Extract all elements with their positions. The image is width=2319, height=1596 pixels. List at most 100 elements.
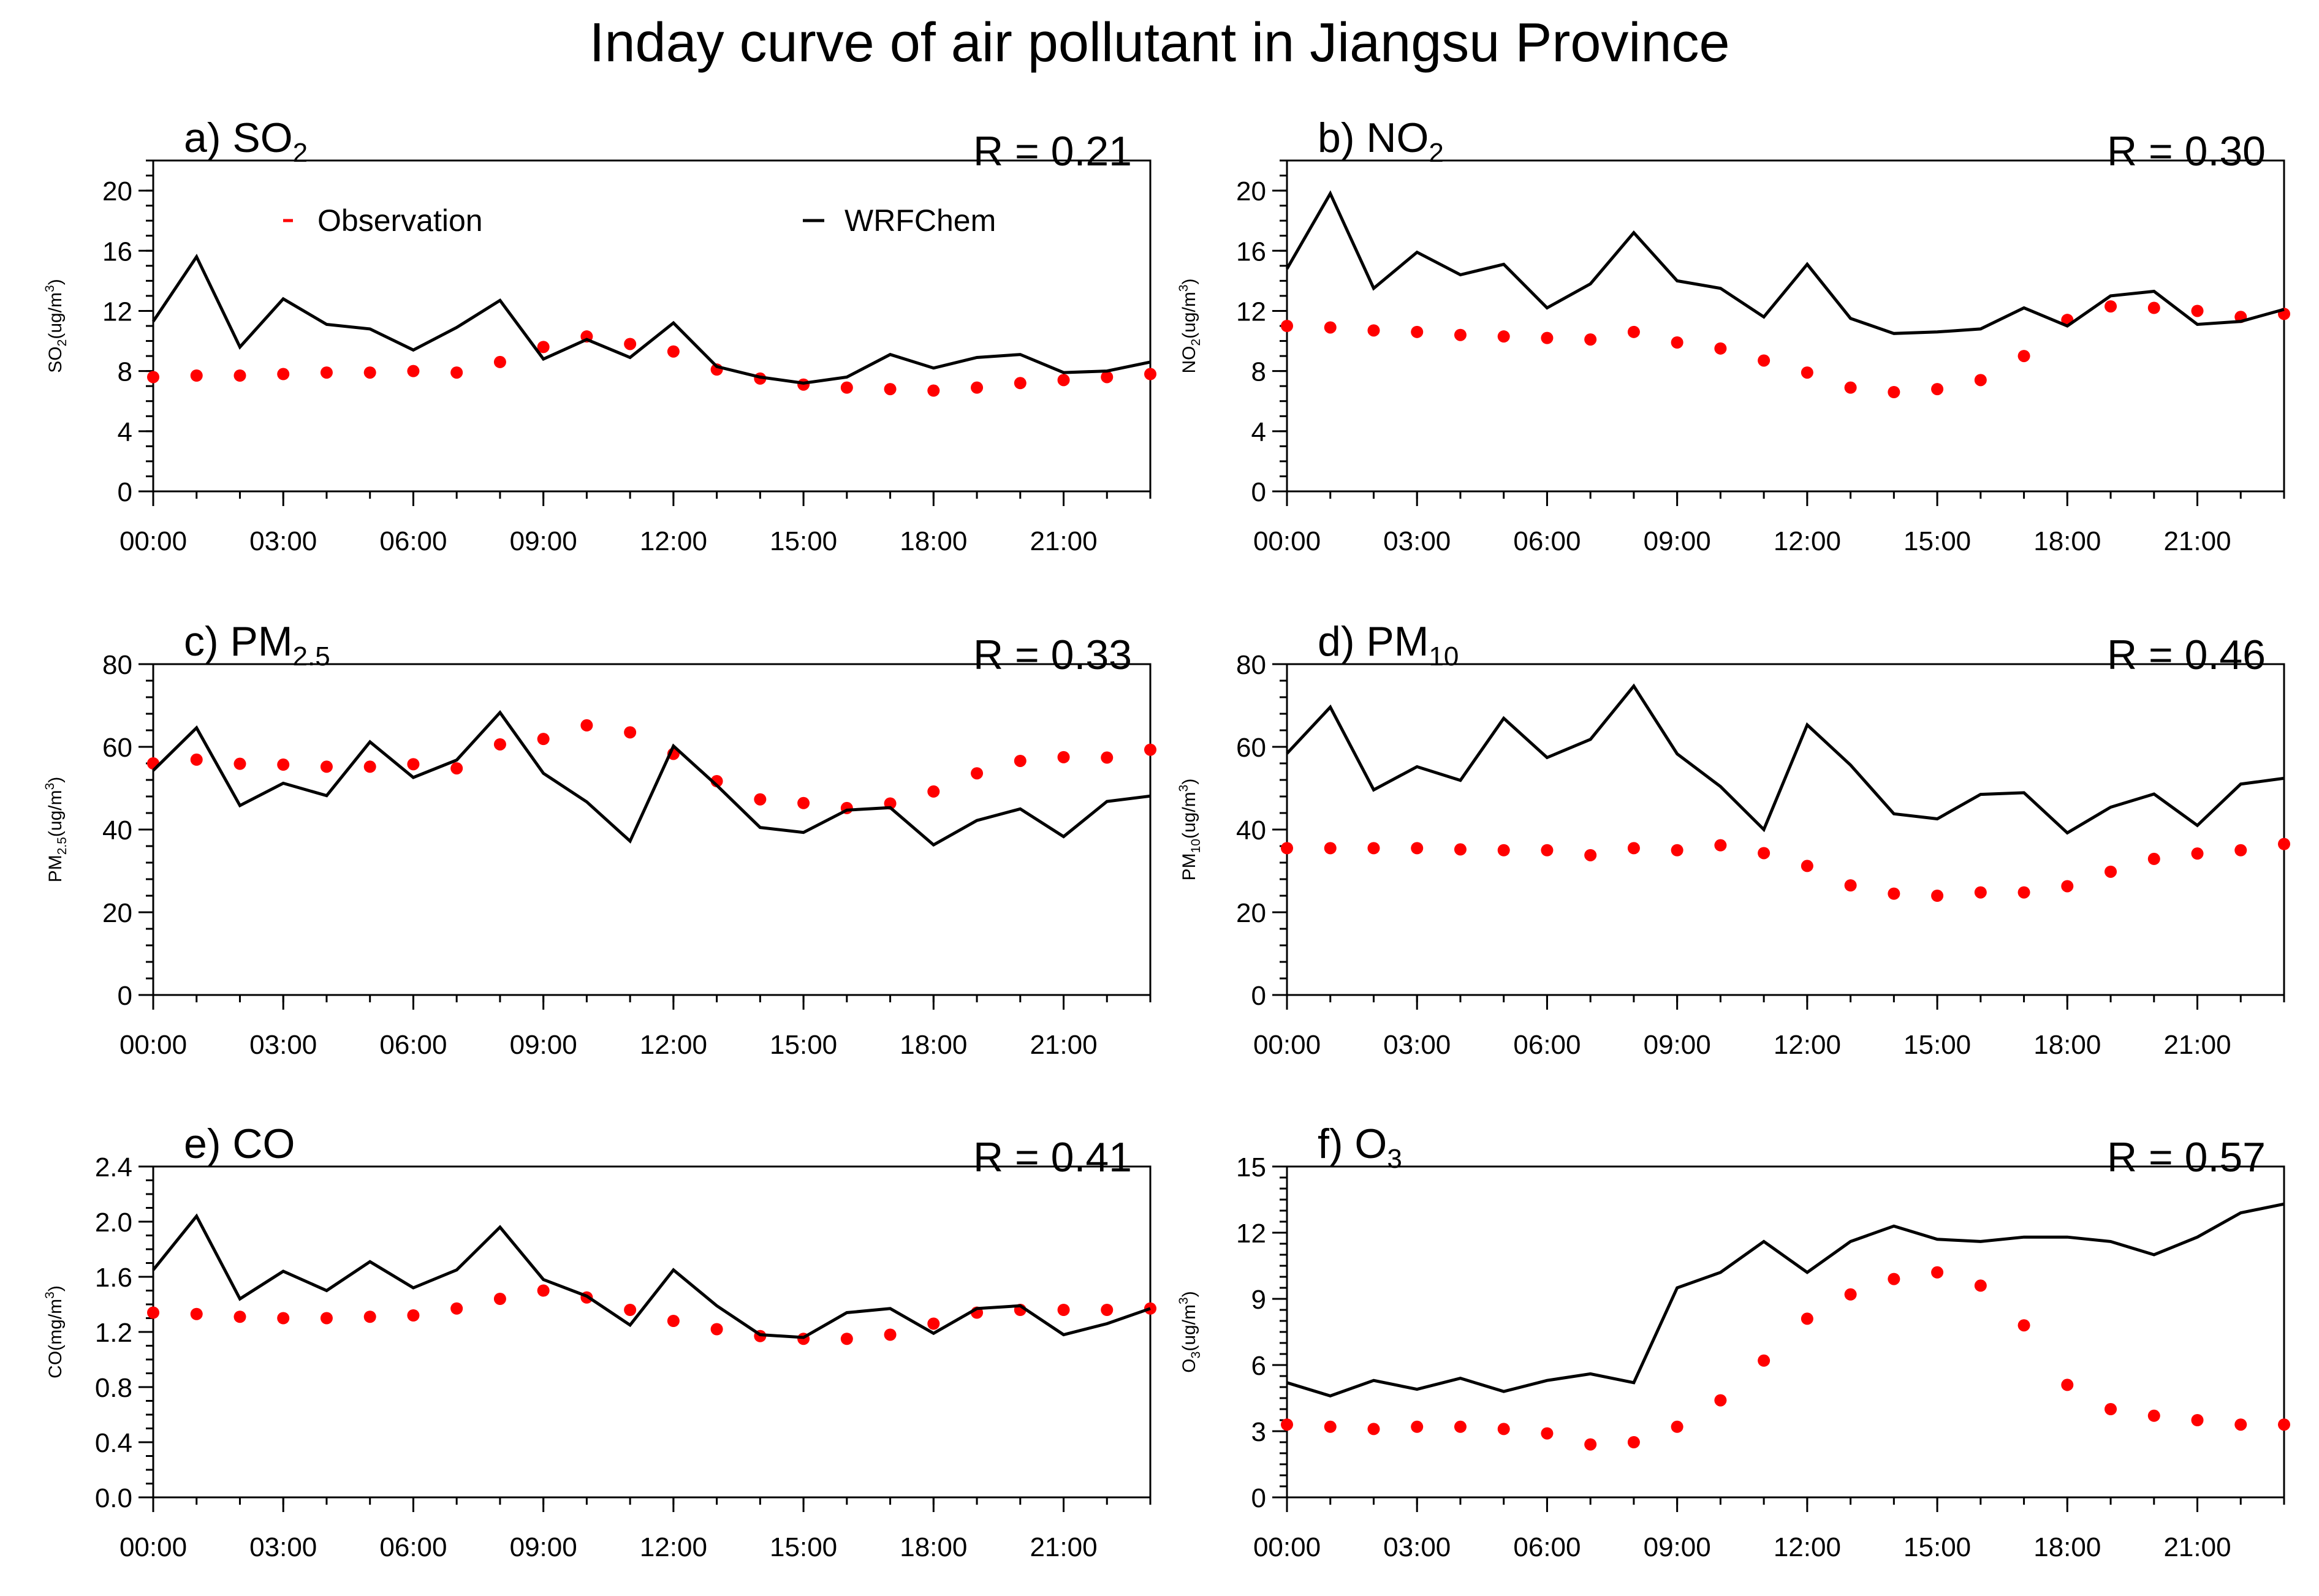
observation-point <box>1411 1420 1424 1433</box>
observation-point <box>840 381 853 394</box>
observation-point <box>233 369 246 382</box>
x-tick-label: 03:00 <box>1383 1030 1451 1060</box>
x-tick-label: 15:00 <box>1903 526 1971 556</box>
y-tick-label: 6 <box>1251 1351 1266 1381</box>
observation-point <box>190 753 203 766</box>
observation-point <box>2234 844 2247 857</box>
y-tick-label: 0 <box>1251 981 1266 1011</box>
x-tick-label: 03:00 <box>249 1532 317 1562</box>
observation-point <box>407 365 420 377</box>
observation-point <box>1324 1420 1337 1433</box>
observation-point <box>277 368 290 380</box>
observation-point <box>450 1302 463 1315</box>
y-tick-label: 60 <box>1236 733 1266 763</box>
observation-point <box>2017 350 2030 363</box>
y-tick-label: 12 <box>102 297 132 327</box>
y-label-superscript: 3 <box>1177 284 1191 292</box>
observation-point <box>1844 1288 1857 1301</box>
panel-title-main: b) NO <box>1318 115 1429 161</box>
y-label-subscript: 10 <box>1189 839 1203 853</box>
x-tick-label: 12:00 <box>1774 526 1841 556</box>
y-label-base: PM <box>1179 853 1199 880</box>
y-tick-label: 0 <box>118 477 132 507</box>
y-label-units: (ug/m <box>45 292 66 339</box>
x-tick-label: 12:00 <box>1774 1532 1841 1562</box>
observation-point <box>1281 320 1293 332</box>
y-label-close: ) <box>1179 278 1199 284</box>
y-tick-label: 80 <box>102 650 132 680</box>
y-tick-label: 0 <box>1251 1483 1266 1513</box>
panel-title-subscript: 3 <box>1387 1144 1402 1174</box>
observation-point <box>754 793 767 806</box>
observation-point <box>1801 366 1813 379</box>
y-tick-label: 1.2 <box>95 1318 132 1348</box>
correlation-label: R = 0.21 <box>973 128 1132 175</box>
y-label-close: ) <box>45 279 66 285</box>
observation-point <box>320 1312 333 1325</box>
y-label-units: (ug/m <box>45 790 66 837</box>
x-tick-label: 06:00 <box>379 1030 447 1060</box>
y-label-base: O <box>1179 1358 1199 1372</box>
y-axis-label: SO2(ug/m3) <box>43 279 69 373</box>
y-tick-label: 2.0 <box>95 1208 132 1238</box>
x-tick-label: 00:00 <box>1253 1030 1321 1060</box>
observation-point <box>1627 1436 1640 1448</box>
observation-point <box>1801 1312 1813 1325</box>
observation-point <box>363 366 376 379</box>
x-tick-label: 18:00 <box>2033 1030 2101 1060</box>
x-tick-label: 15:00 <box>770 526 837 556</box>
y-tick-label: 20 <box>102 176 132 206</box>
observation-point <box>1057 374 1070 387</box>
observation-point <box>884 383 897 396</box>
y-tick-label: 0.8 <box>95 1373 132 1403</box>
observation-point <box>1497 1423 1510 1435</box>
y-tick-label: 0 <box>118 981 132 1011</box>
y-label-superscript: 3 <box>43 285 57 292</box>
observation-point <box>1057 1304 1070 1316</box>
y-label-units: (mg/m <box>45 1299 66 1351</box>
observation-point <box>1101 371 1114 384</box>
observation-point <box>1931 383 1944 396</box>
wrfchem-series-line <box>1286 683 2285 835</box>
plot-frame <box>1286 159 2285 493</box>
y-axis-label: PM10(ug/m3) <box>1177 779 1203 881</box>
observation-point <box>1454 1420 1467 1433</box>
x-tick-label: 00:00 <box>1253 1532 1321 1562</box>
y-axis-label: O3(ug/m3) <box>1177 1291 1203 1372</box>
observation-point <box>1324 321 1337 334</box>
observation-point <box>2147 301 2160 314</box>
y-tick-label: 40 <box>102 815 132 845</box>
y-label-base: SO <box>45 346 66 373</box>
chart-panel-f: 0 3 6 9 12 15 00:00 03:00 06:00 09:00 12:00 15:00 18… <box>1177 1121 2290 1562</box>
observation-point <box>1974 886 1987 899</box>
y-tick-label: 1.6 <box>95 1263 132 1293</box>
observation-point <box>2278 1418 2290 1431</box>
observation-point <box>1974 1279 1987 1292</box>
x-tick-label: 06:00 <box>1513 526 1581 556</box>
x-tick-label: 18:00 <box>900 1030 967 1060</box>
observation-point <box>927 384 940 397</box>
observation-point <box>1014 754 1027 767</box>
observation-point <box>1454 843 1467 856</box>
panel-title-subscript: 10 <box>1429 641 1459 671</box>
panel-title-main: c) PM <box>184 618 293 665</box>
observation-point <box>1888 386 1900 398</box>
y-label-units: (ug/m <box>1179 792 1199 839</box>
observation-point <box>450 762 463 775</box>
observation-point <box>1931 1266 1944 1279</box>
observation-point <box>1888 887 1900 900</box>
y-tick-label: 16 <box>1236 236 1266 267</box>
wrfchem-series-line <box>152 1213 1151 1339</box>
y-label-subscript: 2 <box>55 339 69 347</box>
correlation-label: R = 0.46 <box>2107 632 2266 678</box>
observation-point <box>1497 844 1510 857</box>
x-tick-label: 21:00 <box>1030 1030 1097 1060</box>
observation-point <box>884 1328 897 1341</box>
x-tick-label: 00:00 <box>120 1030 187 1060</box>
observation-point <box>1454 328 1467 341</box>
y-tick-label: 80 <box>1236 650 1266 680</box>
observation-point <box>1714 1394 1727 1407</box>
observation-point <box>1584 333 1597 346</box>
x-tick-label: 15:00 <box>770 1030 837 1060</box>
